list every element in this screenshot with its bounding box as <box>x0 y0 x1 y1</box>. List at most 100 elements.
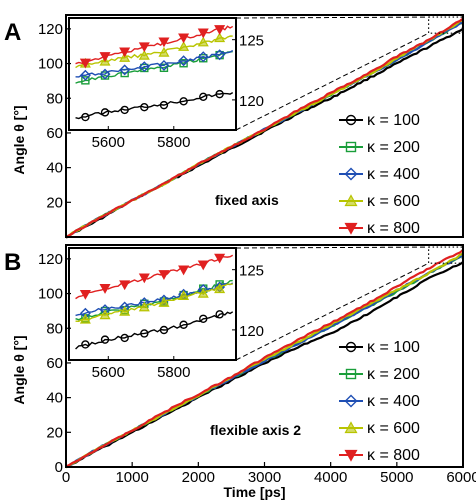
inset-series-line <box>75 92 234 120</box>
legend-label: κ = 200 <box>367 139 420 156</box>
inset-marker <box>158 59 170 71</box>
y-tick-label: 60 <box>46 125 63 142</box>
legend-label: κ = 400 <box>367 166 420 183</box>
inset-marker <box>138 273 150 284</box>
y-tick-label: 20 <box>46 424 63 441</box>
inset-marker <box>197 28 209 39</box>
inset-y-tick-label: 120 <box>239 93 264 110</box>
x-tick-label: 5000 <box>380 469 413 486</box>
inset-marker <box>179 97 188 106</box>
inset-marker <box>178 41 190 51</box>
inset-marker <box>159 100 169 110</box>
inset-marker <box>197 51 209 63</box>
inset-marker <box>214 25 226 35</box>
y-tick-label: 0 <box>55 459 63 476</box>
inset-marker <box>178 265 190 276</box>
inset-marker <box>178 290 190 300</box>
y-tick-label: 100 <box>38 56 63 73</box>
panel-annotation: fixed axis <box>215 192 279 208</box>
plot-frame <box>65 14 464 238</box>
y-tick-label: 60 <box>46 355 63 372</box>
inset-marker <box>79 313 91 324</box>
inset-marker <box>179 320 188 329</box>
inset-y-tick-label: 125 <box>239 263 264 280</box>
inset-y-tick-label: 125 <box>239 33 264 50</box>
inset-marker <box>119 305 131 316</box>
inset-marker <box>119 280 131 291</box>
inset-marker <box>197 287 209 298</box>
y-tick-label: 120 <box>38 251 63 268</box>
inset-marker <box>199 92 208 101</box>
inset-marker <box>158 297 170 307</box>
panel-annotation: flexible axis 2 <box>210 422 301 438</box>
inset-x-tick-label: 5800 <box>157 364 190 381</box>
legend-label: κ = 600 <box>367 193 420 210</box>
zoom-connector <box>235 32 429 131</box>
inset-marker <box>140 329 149 338</box>
y-tick-label: 100 <box>38 286 63 303</box>
inset-y-tick-label: 120 <box>239 323 264 340</box>
inset-marker <box>199 314 208 323</box>
inset-marker <box>119 64 131 76</box>
inset-marker <box>178 55 190 67</box>
legend-marker <box>344 394 358 408</box>
x-tick-label: 1000 <box>115 469 148 486</box>
inset-marker <box>79 289 91 300</box>
y-tick-label: 20 <box>46 194 63 211</box>
x-tick-label: 6000 <box>446 469 476 486</box>
inset-marker <box>159 63 169 73</box>
inset-marker <box>138 61 150 73</box>
legend-label: κ = 800 <box>367 220 420 237</box>
inset-marker <box>158 37 170 48</box>
y-tick-label: 80 <box>46 320 63 337</box>
inset-marker <box>99 309 111 320</box>
y-tick-label: 40 <box>46 390 63 407</box>
inset-marker <box>197 260 209 271</box>
zoom-connector <box>235 246 429 249</box>
inset-marker <box>81 112 90 122</box>
inset-marker <box>140 102 149 112</box>
zoom-connector <box>235 262 429 361</box>
panel-b: 5600 5800 120 125 0 20 40 60 80 100 120 0 1000 2000 30… <box>4 244 476 500</box>
inset-marker <box>100 108 110 117</box>
series-line <box>65 17 464 239</box>
inset-marker <box>158 46 170 57</box>
series-line <box>65 261 464 468</box>
inset-series-line <box>75 282 234 317</box>
x-tick-label: 2000 <box>182 469 215 486</box>
inset-marker <box>215 310 224 319</box>
inset-marker <box>214 253 226 264</box>
inset-marker <box>100 335 110 344</box>
inset: 5600 5800 120 125 <box>68 17 264 151</box>
legend-marker <box>345 114 357 126</box>
inset-marker <box>81 340 90 349</box>
zoom-region <box>427 16 463 34</box>
inset-marker <box>81 76 90 85</box>
inset-marker <box>99 284 111 294</box>
inset-x-tick-label: 5600 <box>92 364 125 381</box>
inset-marker <box>79 58 91 69</box>
inset-series-line <box>75 49 234 78</box>
y-tick-label: 120 <box>38 21 63 38</box>
legend-marker <box>344 449 358 462</box>
inset-series-line <box>75 311 234 350</box>
legend-label: κ = 100 <box>367 339 420 356</box>
zoom-region <box>427 246 463 264</box>
inset-marker <box>79 69 91 81</box>
inset: 5600 5800 120 125 <box>68 247 264 381</box>
inset-marker <box>120 105 129 115</box>
inset-marker <box>214 49 226 61</box>
legend-marker <box>345 341 357 353</box>
legend-marker <box>344 222 358 235</box>
legend-label: κ = 800 <box>367 447 420 464</box>
inset-x-tick-label: 5800 <box>157 134 190 151</box>
inset-marker <box>158 270 170 280</box>
inset-marker <box>215 89 224 99</box>
inset-marker <box>159 325 169 335</box>
inset-marker <box>120 333 129 343</box>
panel-label: A <box>4 19 21 46</box>
inset-marker <box>197 36 209 47</box>
legend-marker <box>344 167 358 181</box>
inset-marker <box>138 49 150 60</box>
legend-marker <box>344 194 358 207</box>
